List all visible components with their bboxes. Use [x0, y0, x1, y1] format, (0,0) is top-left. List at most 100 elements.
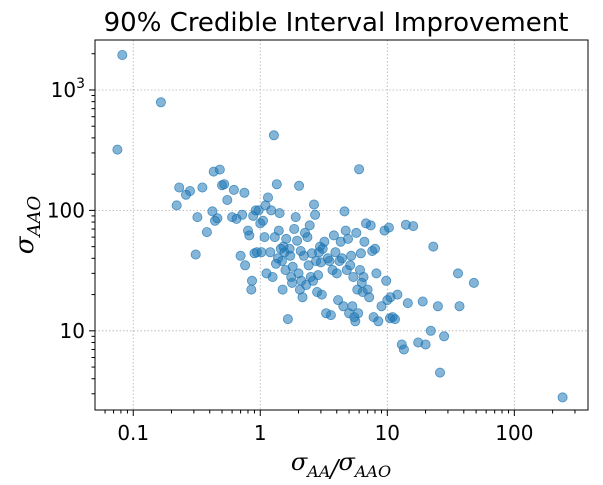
- chart-title: 90% Credible Interval Improvement: [104, 8, 569, 38]
- data-point: [328, 230, 339, 241]
- data-point: [244, 230, 255, 241]
- data-point: [112, 144, 123, 155]
- data-point: [434, 367, 445, 378]
- data-point: [257, 215, 268, 226]
- data-point: [417, 296, 428, 307]
- data-point: [392, 289, 403, 300]
- grid: [95, 40, 588, 410]
- data-point: [336, 253, 347, 264]
- data-point: [290, 212, 301, 223]
- data-point: [347, 301, 358, 312]
- data-point: [355, 248, 366, 259]
- data-point: [117, 50, 128, 61]
- data-point: [454, 301, 465, 312]
- data-point: [408, 221, 419, 232]
- data-point: [271, 179, 282, 190]
- data-point: [228, 184, 239, 195]
- data-point: [276, 255, 287, 266]
- data-point: [287, 277, 298, 288]
- data-point: [348, 271, 359, 282]
- data-point: [155, 97, 166, 108]
- x-tick-label: 100: [495, 421, 533, 445]
- data-point: [425, 325, 436, 336]
- data-point: [432, 301, 443, 312]
- data-point: [262, 192, 273, 203]
- data-point: [190, 249, 201, 260]
- data-point: [369, 243, 380, 254]
- data-point: [310, 209, 321, 220]
- data-point: [287, 261, 298, 272]
- y-tick-label: 103: [51, 76, 85, 102]
- data-point: [222, 194, 233, 205]
- y-axis-label: σAAO: [10, 196, 45, 255]
- data-point: [197, 182, 208, 193]
- data-point: [282, 314, 293, 325]
- data-point: [402, 298, 413, 309]
- x-axis-label: σAA/σAAO: [291, 448, 391, 483]
- data-point: [274, 208, 285, 219]
- data-point: [373, 316, 384, 327]
- data-point: [316, 289, 327, 300]
- data-point: [289, 223, 300, 234]
- data-point: [557, 392, 568, 403]
- data-point: [365, 220, 376, 231]
- data-point: [339, 206, 350, 217]
- data-point: [235, 250, 246, 261]
- data-point: [174, 182, 185, 193]
- data-point: [277, 284, 288, 295]
- data-point: [371, 268, 382, 279]
- data-point: [240, 260, 251, 271]
- data-point: [345, 260, 356, 271]
- data-point: [171, 200, 182, 211]
- data-point: [389, 314, 400, 325]
- data-point: [192, 212, 203, 223]
- data-point: [246, 284, 257, 295]
- data-point: [346, 250, 357, 261]
- data-point: [319, 236, 330, 247]
- data-point: [297, 292, 308, 303]
- y-tick-label: 10: [60, 319, 85, 343]
- data-point: [376, 301, 387, 312]
- x-tick-label: 1: [254, 421, 267, 445]
- data-point: [253, 205, 264, 216]
- data-point: [281, 233, 292, 244]
- data-point: [428, 241, 439, 252]
- data-point: [256, 247, 267, 258]
- data-point: [381, 275, 392, 286]
- plot-frame: [94, 39, 589, 411]
- data-point: [267, 271, 278, 282]
- data-point: [359, 236, 370, 247]
- data-point: [219, 179, 230, 190]
- data-point: [354, 164, 365, 175]
- data-point: [439, 331, 450, 342]
- data-point: [268, 130, 279, 141]
- data-point: [420, 339, 431, 350]
- data-point: [330, 247, 341, 258]
- y-tick-label: 100: [47, 198, 85, 222]
- axis-ticks: 0.1 1 10 100 10 100 103: [47, 53, 576, 445]
- data-point: [212, 213, 223, 224]
- data-point: [292, 235, 303, 246]
- data-point: [273, 225, 284, 236]
- data-point: [259, 232, 270, 243]
- data-point: [285, 250, 296, 261]
- data-point: [383, 222, 394, 233]
- data-point: [214, 164, 225, 175]
- data-point: [239, 187, 250, 198]
- data-point: [324, 255, 335, 266]
- data-point: [313, 270, 324, 281]
- data-point: [294, 180, 305, 191]
- data-point: [304, 220, 315, 231]
- x-tick-label: 10: [375, 421, 400, 445]
- data-point: [308, 199, 319, 210]
- data-points: [112, 50, 568, 403]
- data-point: [358, 271, 369, 282]
- data-point: [342, 233, 353, 244]
- data-point: [266, 205, 277, 216]
- data-point: [302, 232, 313, 243]
- data-point: [398, 344, 409, 355]
- data-point: [246, 275, 257, 286]
- data-point: [265, 247, 276, 258]
- data-point: [452, 268, 463, 279]
